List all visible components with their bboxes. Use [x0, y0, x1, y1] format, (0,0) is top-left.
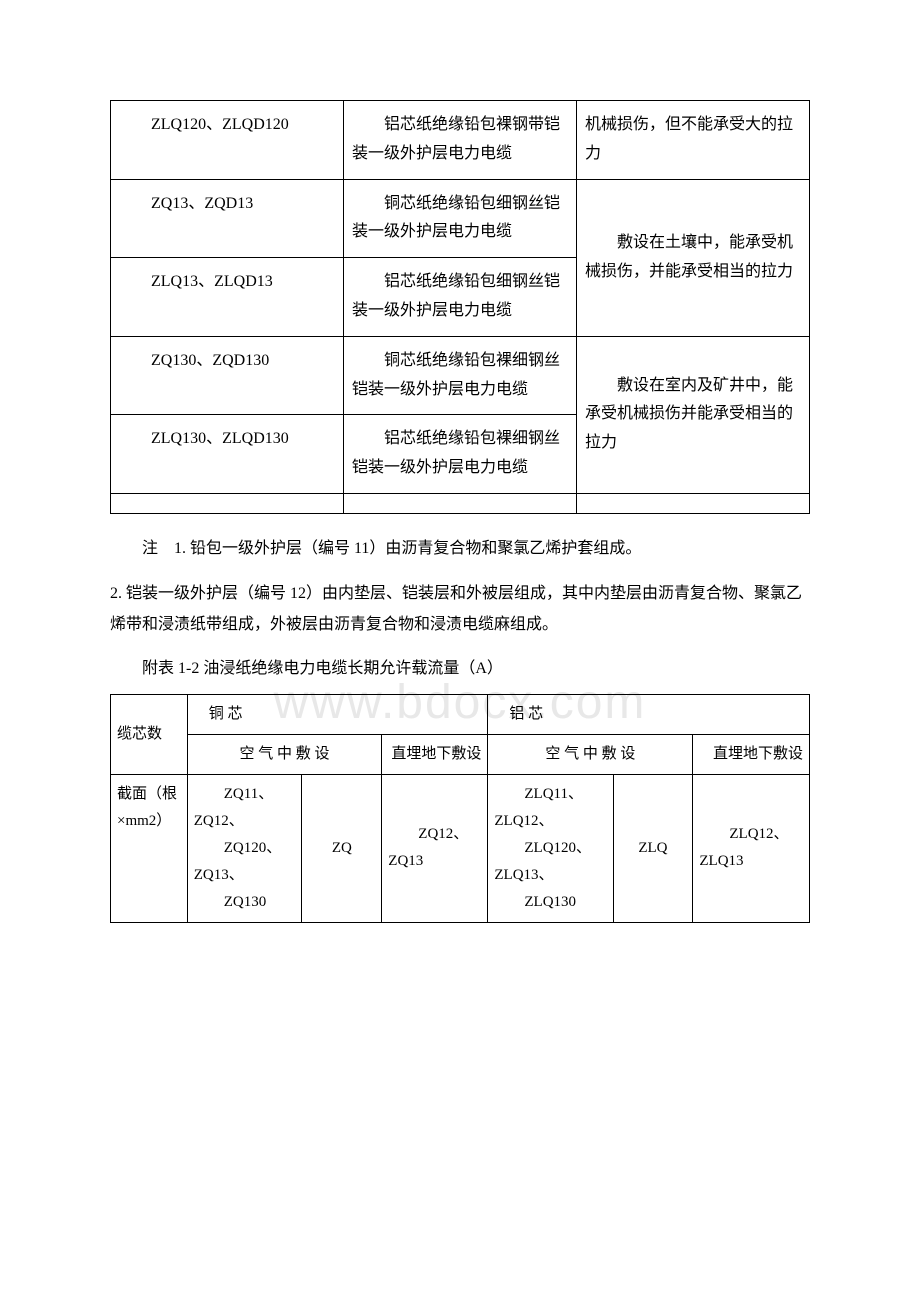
table-data-row: 截面（根×mm2） ZQ11、ZQ12、 ZQ120、ZQ13、 ZQ130 Z… [111, 774, 810, 922]
cable-usage-cell: 机械损伤，但不能承受大的拉力 [577, 101, 810, 180]
table-header-row: 空 气 中 敷 设 直埋地下敷设 空 气 中 敷 设 直埋地下敷设 [111, 734, 810, 774]
ampacity-table: 缆芯数 铜 芯 铝 芯 空 气 中 敷 设 直埋地下敷设 空 气 中 敷 设 直… [110, 694, 810, 923]
header-core-count: 缆芯数 [111, 694, 188, 774]
cable-model-cell: ZLQ130、ZLQD130 [111, 415, 344, 494]
header-air-laying: 空 气 中 敷 设 [187, 734, 382, 774]
table-row: ZQ13、ZQD13 铜芯纸绝缘铅包细钢丝铠装一级外护层电力电缆 敷设在土壤中，… [111, 179, 810, 258]
header-air-laying: 空 气 中 敷 设 [488, 734, 693, 774]
table-caption: 附表 1-2 油浸纸绝缘电力电缆长期允许载流量（A） [110, 655, 810, 684]
model-list-cell: ZLQ11、ZLQ12、 ZLQ120、ZLQ13、 ZLQ130 [488, 774, 613, 922]
cable-model-cell: ZQ13、ZQD13 [111, 179, 344, 258]
empty-cell [344, 493, 577, 513]
cable-model-cell: ZQ130、ZQD130 [111, 336, 344, 415]
header-aluminum: 铝 芯 [488, 694, 810, 734]
model-cell: ZQ12、ZQ13 [382, 774, 488, 922]
cable-desc-cell: 铝芯纸绝缘铅包裸细钢丝铠装一级外护层电力电缆 [344, 415, 577, 494]
section-label: 截面（根×mm2） [111, 774, 188, 922]
cable-spec-table: ZLQ120、ZLQD120 铝芯纸绝缘铅包裸钢带铠装一级外护层电力电缆 机械损… [110, 100, 810, 514]
note-2: 2. 铠装一级外护层（编号 12）由内垫层、铠装层和外被层组成，其中内垫层由沥青… [110, 579, 810, 640]
cable-desc-cell: 铝芯纸绝缘铅包裸钢带铠装一级外护层电力电缆 [344, 101, 577, 180]
model-list-cell: ZQ11、ZQ12、 ZQ120、ZQ13、 ZQ130 [187, 774, 302, 922]
empty-cell [577, 493, 810, 513]
table-row: ZLQ120、ZLQD120 铝芯纸绝缘铅包裸钢带铠装一级外护层电力电缆 机械损… [111, 101, 810, 180]
header-copper: 铜 芯 [187, 694, 488, 734]
model-cell: ZQ [302, 774, 382, 922]
empty-cell [111, 493, 344, 513]
table-empty-row [111, 493, 810, 513]
table-row: ZQ130、ZQD130 铜芯纸绝缘铅包裸细钢丝铠装一级外护层电力电缆 敷设在室… [111, 336, 810, 415]
cable-desc-cell: 铝芯纸绝缘铅包细钢丝铠装一级外护层电力电缆 [344, 258, 577, 337]
header-buried: 直埋地下敷设 [693, 734, 810, 774]
cable-usage-cell: 敷设在室内及矿井中，能承受机械损伤并能承受相当的拉力 [577, 336, 810, 493]
model-cell: ZLQ12、ZLQ13 [693, 774, 810, 922]
table-header-row: 缆芯数 铜 芯 铝 芯 [111, 694, 810, 734]
model-cell: ZLQ [613, 774, 693, 922]
cable-usage-cell: 敷设在土壤中，能承受机械损伤，并能承受相当的拉力 [577, 179, 810, 336]
cable-model-cell: ZLQ13、ZLQD13 [111, 258, 344, 337]
cable-desc-cell: 铜芯纸绝缘铅包细钢丝铠装一级外护层电力电缆 [344, 179, 577, 258]
cable-desc-cell: 铜芯纸绝缘铅包裸细钢丝铠装一级外护层电力电缆 [344, 336, 577, 415]
note-1: 注 1. 铅包一级外护层（编号 11）由沥青复合物和聚氯乙烯护套组成。 [110, 534, 810, 564]
cable-model-cell: ZLQ120、ZLQD120 [111, 101, 344, 180]
header-buried: 直埋地下敷设 [382, 734, 488, 774]
